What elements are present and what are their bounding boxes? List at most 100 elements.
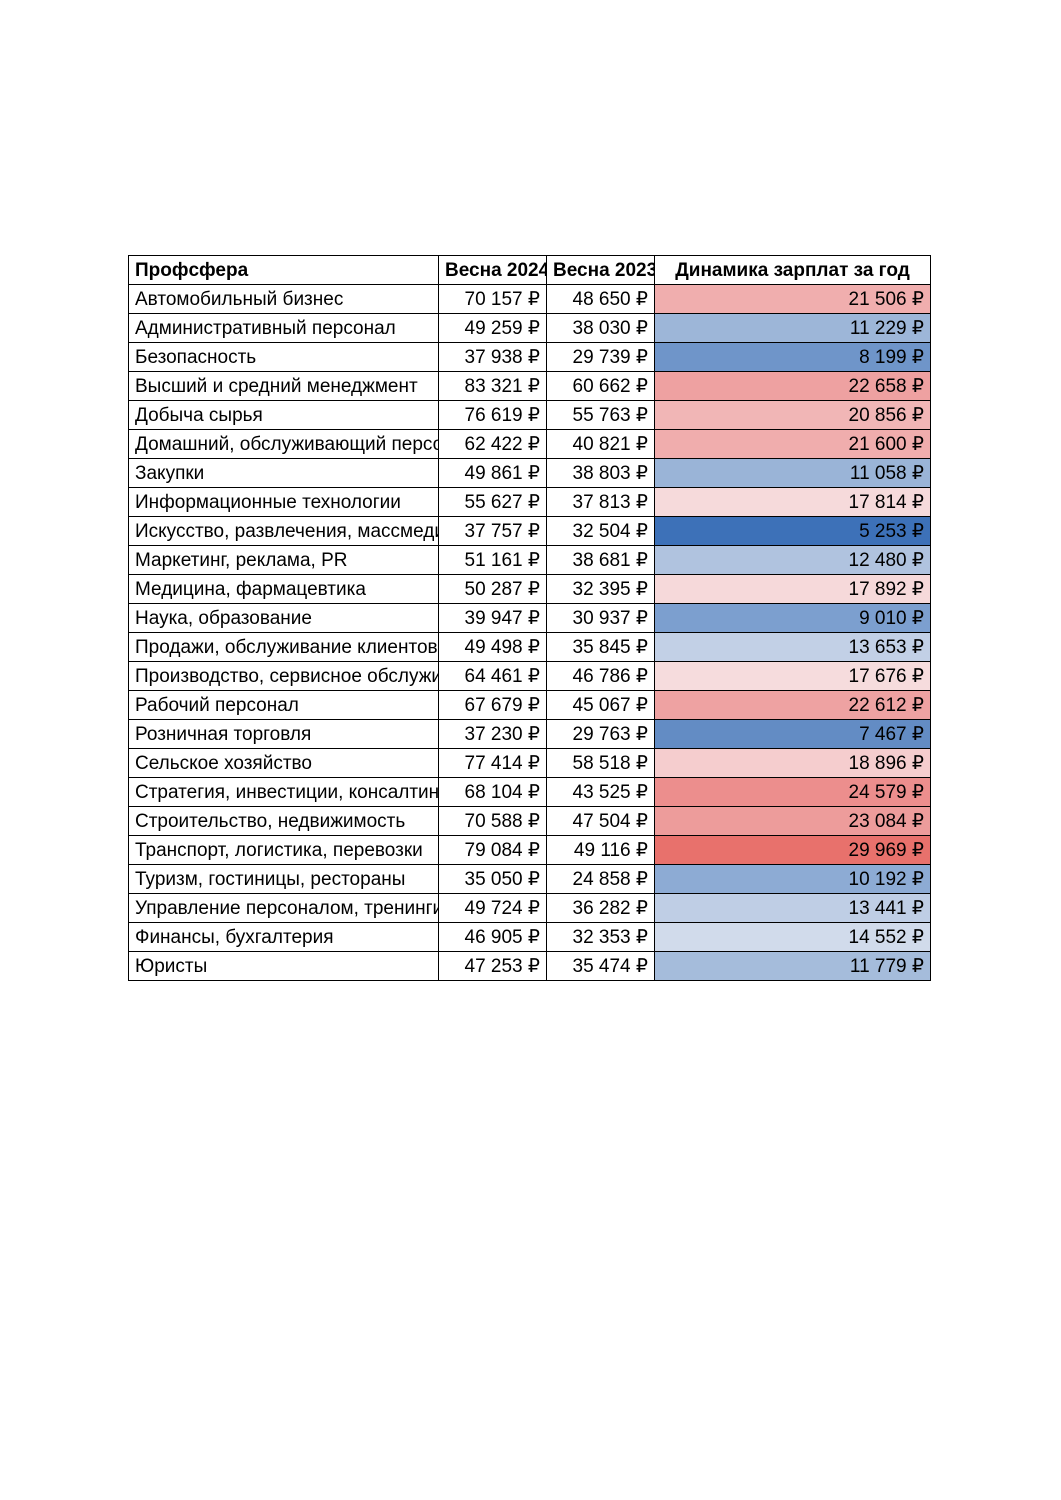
cell-dynamic: 7 467 ₽ — [655, 720, 931, 749]
cell-sphere: Добыча сырья — [129, 401, 439, 430]
cell-dynamic: 17 892 ₽ — [655, 575, 931, 604]
cell-2024: 39 947 ₽ — [439, 604, 547, 633]
cell-2024: 70 588 ₽ — [439, 807, 547, 836]
table-row: Юристы47 253 ₽35 474 ₽11 779 ₽ — [129, 952, 931, 981]
cell-2023: 47 504 ₽ — [547, 807, 655, 836]
cell-sphere: Сельское хозяйство — [129, 749, 439, 778]
cell-2023: 32 504 ₽ — [547, 517, 655, 546]
cell-2023: 35 474 ₽ — [547, 952, 655, 981]
table-row: Домашний, обслуживающий персонал62 422 ₽… — [129, 430, 931, 459]
cell-sphere: Транспорт, логистика, перевозки — [129, 836, 439, 865]
cell-2024: 37 230 ₽ — [439, 720, 547, 749]
cell-2024: 79 084 ₽ — [439, 836, 547, 865]
cell-2024: 64 461 ₽ — [439, 662, 547, 691]
salary-table: Профсфера Весна 2024 Весна 2023 Динамика… — [128, 255, 931, 981]
table-row: Управление персоналом, тренинги49 724 ₽3… — [129, 894, 931, 923]
cell-2023: 40 821 ₽ — [547, 430, 655, 459]
cell-2024: 76 619 ₽ — [439, 401, 547, 430]
cell-dynamic: 22 612 ₽ — [655, 691, 931, 720]
col-header-2023: Весна 2023 — [547, 256, 655, 285]
cell-2023: 49 116 ₽ — [547, 836, 655, 865]
cell-2024: 68 104 ₽ — [439, 778, 547, 807]
table-row: Медицина, фармацевтика50 287 ₽32 395 ₽17… — [129, 575, 931, 604]
cell-dynamic: 24 579 ₽ — [655, 778, 931, 807]
cell-2024: 49 259 ₽ — [439, 314, 547, 343]
cell-2024: 37 757 ₽ — [439, 517, 547, 546]
cell-dynamic: 22 658 ₽ — [655, 372, 931, 401]
table-row: Закупки49 861 ₽38 803 ₽11 058 ₽ — [129, 459, 931, 488]
cell-sphere: Рабочий персонал — [129, 691, 439, 720]
cell-2023: 60 662 ₽ — [547, 372, 655, 401]
table-row: Высший и средний менеджмент83 321 ₽60 66… — [129, 372, 931, 401]
cell-dynamic: 18 896 ₽ — [655, 749, 931, 778]
cell-dynamic: 20 856 ₽ — [655, 401, 931, 430]
cell-dynamic: 8 199 ₽ — [655, 343, 931, 372]
cell-sphere: Наука, образование — [129, 604, 439, 633]
table-row: Розничная торговля37 230 ₽29 763 ₽7 467 … — [129, 720, 931, 749]
cell-2024: 37 938 ₽ — [439, 343, 547, 372]
cell-2023: 38 803 ₽ — [547, 459, 655, 488]
cell-sphere: Производство, сервисное обслуживание — [129, 662, 439, 691]
cell-2023: 46 786 ₽ — [547, 662, 655, 691]
cell-sphere: Домашний, обслуживающий персонал — [129, 430, 439, 459]
cell-sphere: Маркетинг, реклама, PR — [129, 546, 439, 575]
cell-2023: 29 739 ₽ — [547, 343, 655, 372]
cell-2023: 29 763 ₽ — [547, 720, 655, 749]
cell-2024: 47 253 ₽ — [439, 952, 547, 981]
cell-dynamic: 11 779 ₽ — [655, 952, 931, 981]
cell-sphere: Безопасность — [129, 343, 439, 372]
cell-sphere: Туризм, гостиницы, рестораны — [129, 865, 439, 894]
table-row: Туризм, гостиницы, рестораны35 050 ₽24 8… — [129, 865, 931, 894]
col-header-2024: Весна 2024 — [439, 256, 547, 285]
cell-2024: 50 287 ₽ — [439, 575, 547, 604]
salary-table-container: Профсфера Весна 2024 Весна 2023 Динамика… — [128, 255, 930, 981]
cell-2023: 36 282 ₽ — [547, 894, 655, 923]
cell-dynamic: 11 058 ₽ — [655, 459, 931, 488]
cell-dynamic: 9 010 ₽ — [655, 604, 931, 633]
cell-2023: 24 858 ₽ — [547, 865, 655, 894]
cell-dynamic: 29 969 ₽ — [655, 836, 931, 865]
cell-2024: 51 161 ₽ — [439, 546, 547, 575]
col-header-sphere: Профсфера — [129, 256, 439, 285]
table-row: Добыча сырья76 619 ₽55 763 ₽20 856 ₽ — [129, 401, 931, 430]
table-row: Автомобильный бизнес70 157 ₽48 650 ₽21 5… — [129, 285, 931, 314]
table-row: Наука, образование39 947 ₽30 937 ₽9 010 … — [129, 604, 931, 633]
cell-2024: 55 627 ₽ — [439, 488, 547, 517]
cell-2023: 58 518 ₽ — [547, 749, 655, 778]
cell-2023: 38 681 ₽ — [547, 546, 655, 575]
table-row: Производство, сервисное обслуживание64 4… — [129, 662, 931, 691]
cell-dynamic: 14 552 ₽ — [655, 923, 931, 952]
cell-2024: 49 724 ₽ — [439, 894, 547, 923]
cell-sphere: Продажи, обслуживание клиентов — [129, 633, 439, 662]
cell-sphere: Информационные технологии — [129, 488, 439, 517]
cell-sphere: Юристы — [129, 952, 439, 981]
table-row: Административный персонал49 259 ₽38 030 … — [129, 314, 931, 343]
col-header-dynamic: Динамика зарплат за год — [655, 256, 931, 285]
table-row: Информационные технологии55 627 ₽37 813 … — [129, 488, 931, 517]
cell-sphere: Высший и средний менеджмент — [129, 372, 439, 401]
cell-sphere: Стратегия, инвестиции, консалтинг — [129, 778, 439, 807]
cell-dynamic: 13 653 ₽ — [655, 633, 931, 662]
table-header-row: Профсфера Весна 2024 Весна 2023 Динамика… — [129, 256, 931, 285]
cell-2024: 49 861 ₽ — [439, 459, 547, 488]
cell-sphere: Административный персонал — [129, 314, 439, 343]
table-row: Финансы, бухгалтерия46 905 ₽32 353 ₽14 5… — [129, 923, 931, 952]
table-row: Рабочий персонал67 679 ₽45 067 ₽22 612 ₽ — [129, 691, 931, 720]
cell-dynamic: 12 480 ₽ — [655, 546, 931, 575]
cell-dynamic: 21 600 ₽ — [655, 430, 931, 459]
table-row: Транспорт, логистика, перевозки79 084 ₽4… — [129, 836, 931, 865]
cell-2023: 45 067 ₽ — [547, 691, 655, 720]
cell-dynamic: 23 084 ₽ — [655, 807, 931, 836]
cell-sphere: Управление персоналом, тренинги — [129, 894, 439, 923]
cell-2023: 48 650 ₽ — [547, 285, 655, 314]
cell-2023: 38 030 ₽ — [547, 314, 655, 343]
cell-dynamic: 11 229 ₽ — [655, 314, 931, 343]
cell-2023: 30 937 ₽ — [547, 604, 655, 633]
cell-dynamic: 5 253 ₽ — [655, 517, 931, 546]
cell-2023: 37 813 ₽ — [547, 488, 655, 517]
cell-2023: 35 845 ₽ — [547, 633, 655, 662]
table-row: Сельское хозяйство77 414 ₽58 518 ₽18 896… — [129, 749, 931, 778]
cell-2023: 32 395 ₽ — [547, 575, 655, 604]
table-row: Продажи, обслуживание клиентов49 498 ₽35… — [129, 633, 931, 662]
cell-dynamic: 13 441 ₽ — [655, 894, 931, 923]
